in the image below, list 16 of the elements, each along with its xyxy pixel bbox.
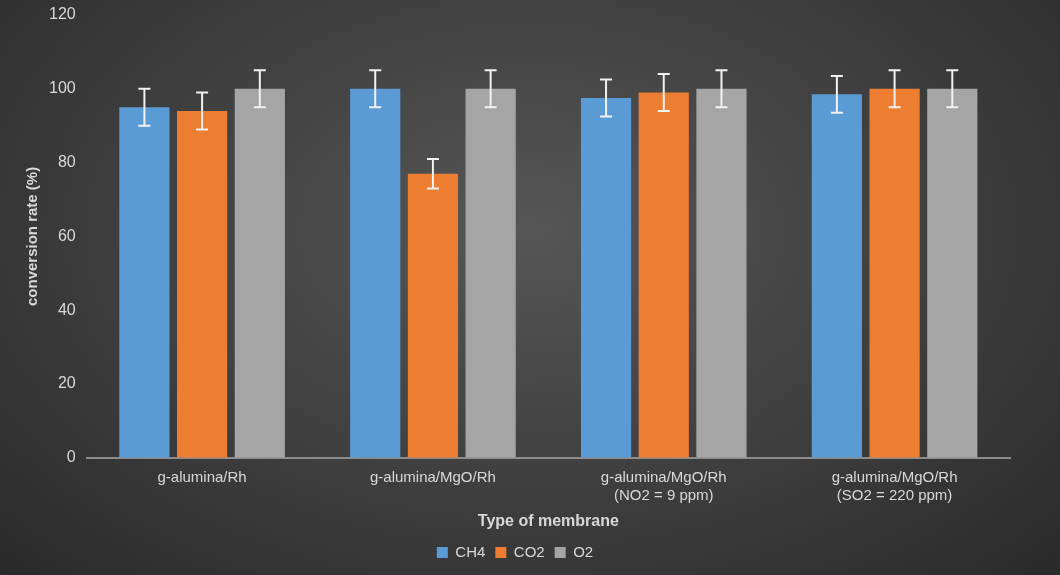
y-tick-label: 120 [48,5,76,23]
y-tick-label: 60 [57,226,76,244]
y-axis-title: conversion rate (%) [23,166,41,307]
y-tick-label: 40 [57,300,76,318]
legend-label: O2 [573,542,594,560]
y-tick-label: 20 [57,374,76,392]
x-tick-label: g-alumina/MgO/Rh [369,467,496,485]
x-tick-label: g-alumina/MgO/Rh (SO2 = 220 ppm) [831,467,958,503]
x-axis-title: Type of membrane [477,511,619,529]
y-tick-label: 0 [66,448,76,466]
x-tick-label: g-alumina/Rh [157,467,247,485]
y-tick-label: 80 [57,153,76,171]
legend-label: CH4 [455,542,486,560]
y-tick-label: 100 [48,79,76,97]
legend-label: CO2 [513,542,545,560]
x-tick-label: g-alumina/MgO/Rh (NO2 = 9 ppm) [600,467,727,503]
